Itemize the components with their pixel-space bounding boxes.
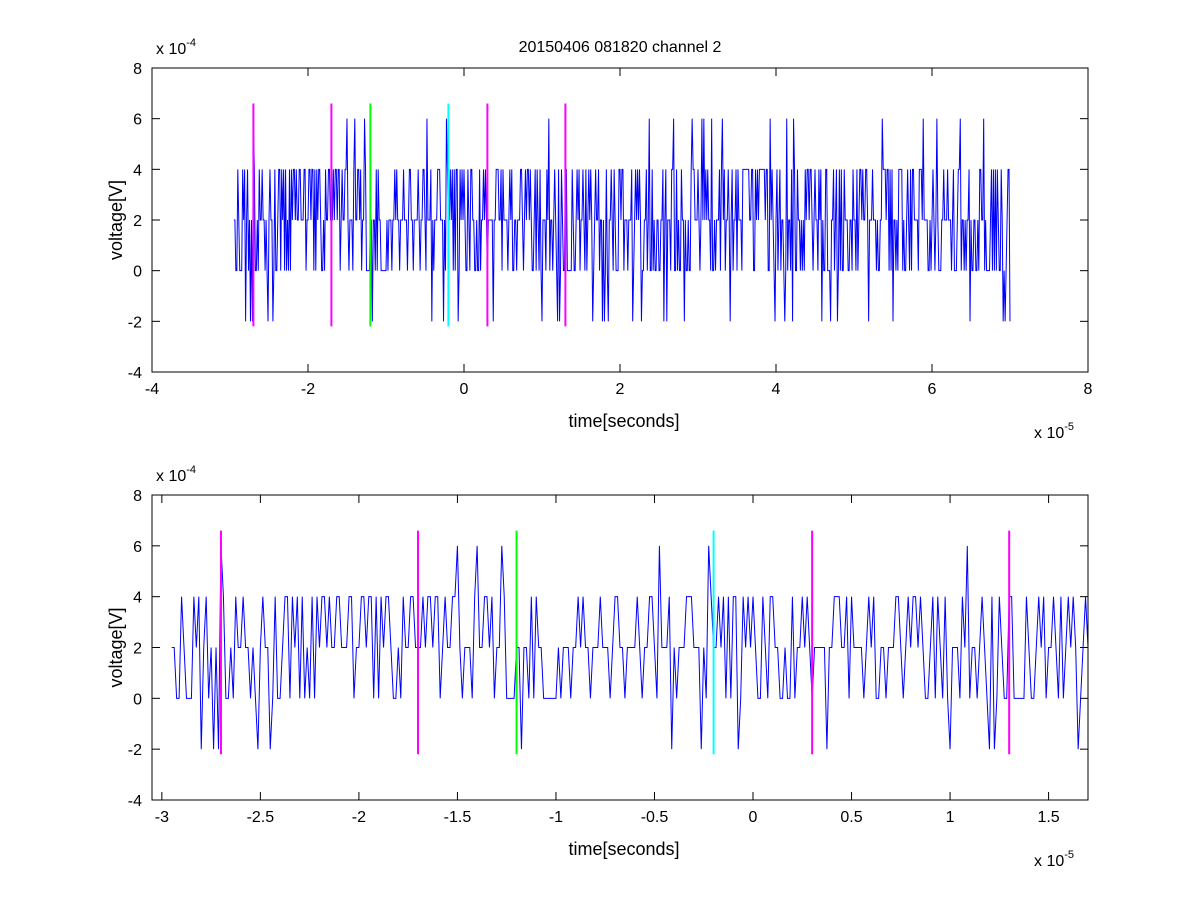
bottom-xtick-label: -3 bbox=[155, 809, 169, 826]
top-ytick-label: -4 bbox=[128, 365, 142, 382]
bottom-ytick-label: -4 bbox=[128, 793, 142, 810]
top-ylabel: voltage[V] bbox=[106, 180, 126, 260]
top-ytick-label: 2 bbox=[133, 213, 142, 230]
top-ytick-label: 0 bbox=[133, 264, 142, 281]
bottom-xtick-label: -1.5 bbox=[444, 809, 472, 826]
top-x-exponent-power: -5 bbox=[1064, 421, 1074, 433]
top-ytick-label: -2 bbox=[128, 314, 142, 331]
bottom-xtick-label: -1 bbox=[549, 809, 563, 826]
top-plot: -4 -2 0 2 4 6 8 -4 -2 0 2 4 6 8 time[seconds] voltage[V… bbox=[106, 37, 1093, 442]
top-xtick-label: 0 bbox=[460, 381, 469, 398]
bottom-ytick-label: 6 bbox=[133, 539, 142, 556]
bottom-ytick-label: 2 bbox=[133, 641, 142, 658]
bottom-xtick-label: 1.5 bbox=[1037, 809, 1059, 826]
top-xtick-label: 8 bbox=[1084, 381, 1093, 398]
bottom-x-exponent: x 10-5 bbox=[1034, 849, 1074, 870]
top-xlabel: time[seconds] bbox=[568, 411, 679, 431]
bottom-xtick-label: -0.5 bbox=[641, 809, 669, 826]
top-signal-line bbox=[233, 118, 1011, 322]
bottom-xtick-label: 0 bbox=[749, 809, 758, 826]
top-xtick-label: -4 bbox=[145, 381, 159, 398]
bottom-x-exponent-power: -5 bbox=[1064, 849, 1074, 861]
bottom-xtick-label: 0.5 bbox=[840, 809, 862, 826]
top-xtick-label: 4 bbox=[772, 381, 781, 398]
top-ytick-label: 8 bbox=[133, 61, 142, 78]
bottom-ytick-label: 0 bbox=[133, 691, 142, 708]
bottom-xtick-label: 1 bbox=[946, 809, 955, 826]
top-y-exponent: x 10-4 bbox=[156, 37, 196, 58]
bottom-ytick-label: -2 bbox=[128, 742, 142, 759]
top-xtick-label: 2 bbox=[616, 381, 625, 398]
bottom-xlabel: time[seconds] bbox=[568, 839, 679, 859]
bottom-plot: -3 -2.5 -2 -1.5 -1 -0.5 0 0.5 1 1.5 -4 -2 0 2 4 6 8 time[… bbox=[106, 464, 1089, 870]
bottom-y-exponent-power: -4 bbox=[186, 464, 196, 476]
top-ytick-label: 6 bbox=[133, 112, 142, 129]
bottom-xtick-label: -2 bbox=[352, 809, 366, 826]
bottom-ytick-label: 4 bbox=[133, 590, 142, 607]
top-x-exponent: x 10-5 bbox=[1034, 421, 1074, 442]
bottom-ylabel: voltage[V] bbox=[106, 607, 126, 687]
bottom-ytick-label: 8 bbox=[133, 488, 142, 505]
bottom-signal-line bbox=[171, 545, 1088, 750]
figure-title: 20150406 081820 channel 2 bbox=[519, 39, 722, 56]
top-ytick-label: 4 bbox=[133, 162, 142, 179]
top-xtick-label: 6 bbox=[928, 381, 937, 398]
bottom-y-exponent: x 10-4 bbox=[156, 464, 196, 485]
bottom-xtick-label: -2.5 bbox=[247, 809, 275, 826]
top-y-exponent-power: -4 bbox=[186, 37, 196, 49]
top-xtick-label: -2 bbox=[301, 381, 315, 398]
